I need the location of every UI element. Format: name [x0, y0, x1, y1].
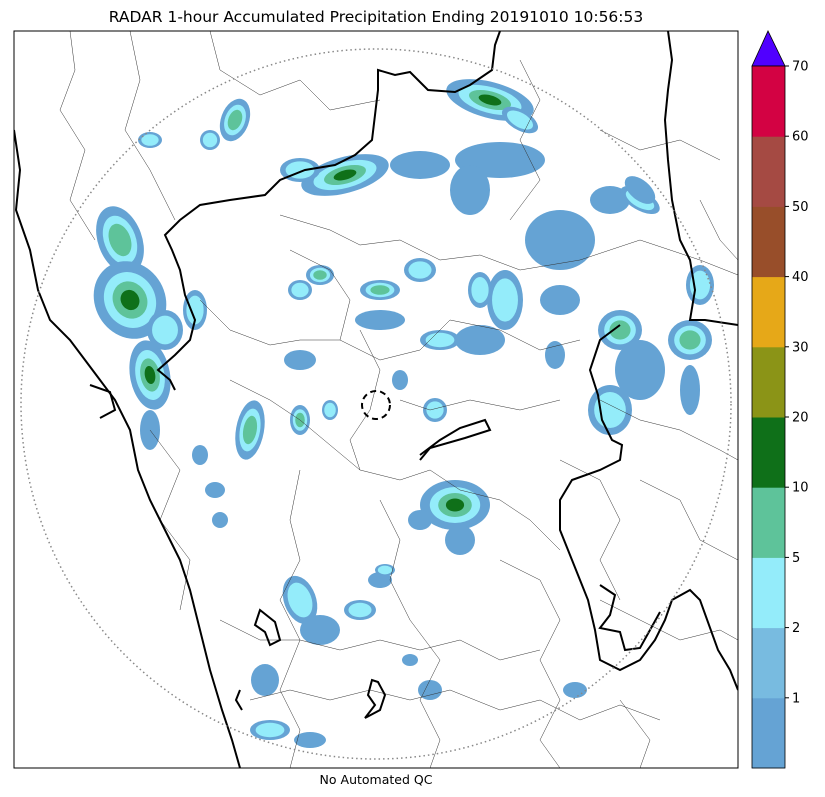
precip-cell: [375, 564, 395, 576]
precip-cell: [294, 732, 326, 748]
colorbar-bin: [752, 417, 785, 488]
precip-cell: [322, 400, 338, 420]
colorbar-bin: [752, 487, 785, 558]
precip-cell: [390, 151, 450, 179]
precip-cell: [301, 154, 389, 196]
colorbar-tick-label: 40: [792, 270, 809, 285]
precip-cell: [93, 261, 167, 339]
precip-cell: [200, 130, 220, 150]
colorbar-tick-label: 70: [792, 60, 809, 75]
precip-cell: [300, 615, 340, 645]
precip-cell: [540, 285, 580, 315]
precip-cell: [420, 330, 460, 350]
range-ring: [20, 48, 732, 760]
colorbar-tick-label: 10: [792, 481, 809, 496]
district-boundaries: [59, 31, 738, 768]
map-frame: [13, 30, 739, 769]
colorbar-bin: [752, 66, 785, 137]
precip-cell: [563, 682, 587, 698]
precip-cell: [251, 664, 279, 696]
precip-cell: [147, 310, 183, 350]
precip-cell: [306, 265, 334, 285]
precip-cell: [525, 210, 595, 270]
precip-cell: [212, 512, 228, 528]
precip-cell: [344, 600, 376, 620]
precip-cell: [360, 280, 400, 300]
precip-cell: [408, 510, 432, 530]
precip-cell: [420, 480, 490, 530]
radar-site-marker: [361, 390, 391, 420]
colorbar-bin: [752, 346, 785, 418]
precip-cell: [183, 290, 207, 330]
precip-cell: [598, 310, 642, 350]
precip-cell: [284, 350, 316, 370]
precip-cell: [501, 106, 539, 134]
precip-cell: [668, 320, 712, 360]
precip-cell: [404, 258, 436, 282]
colorbar-tick-label: 20: [792, 411, 809, 426]
colorbar-bin: [752, 697, 785, 769]
precip-cell: [392, 370, 408, 390]
precip-cell: [288, 280, 312, 300]
precip-cell: [545, 341, 565, 369]
precip-cell: [96, 206, 144, 274]
state-boundaries: [14, 31, 738, 768]
precip-cell: [250, 720, 290, 740]
colorbar-bin: [752, 627, 785, 699]
colorbar: 1 2 5 10 20 30 40 50 60 70: [751, 30, 809, 769]
colorbar-bin: [752, 206, 785, 278]
precip-cell: [368, 572, 392, 588]
precip-cell: [588, 385, 632, 435]
colorbar-tick-label: 2: [792, 621, 800, 636]
precip-cell: [590, 186, 630, 214]
qc-footer: No Automated QC: [319, 772, 433, 787]
precip-cell: [129, 340, 171, 410]
colorbar-bin: [752, 557, 785, 629]
colorbar-tick-label: 1: [792, 691, 800, 706]
colorbar-tick-label: 30: [792, 340, 809, 355]
precip-cell: [418, 680, 442, 700]
precip-cell: [192, 445, 208, 465]
plot-title: RADAR 1-hour Accumulated Precipitation E…: [108, 8, 644, 26]
precip-cell: [235, 400, 265, 460]
precip-cell: [450, 165, 490, 215]
colorbar-extend-arrow: [751, 30, 786, 67]
precip-cell: [680, 365, 700, 415]
precip-cell: [468, 272, 492, 308]
precip-cell: [487, 270, 523, 330]
precip-cell: [138, 132, 162, 148]
precip-cell: [423, 398, 447, 422]
precip-cell: [445, 525, 475, 555]
precip-cell: [205, 482, 225, 498]
colorbar-frame: [751, 65, 786, 769]
precip-cell: [402, 654, 418, 666]
colorbar-bin: [752, 136, 785, 207]
precip-cell: [219, 98, 251, 142]
precip-cell: [615, 340, 665, 400]
precip-cell: [282, 575, 318, 625]
precip-cell: [455, 325, 505, 355]
precip-cell: [355, 310, 405, 330]
colorbar-tick-label: 5: [792, 551, 800, 566]
precip-cell: [624, 176, 656, 204]
map-content: [14, 31, 738, 768]
colorbar-bin: [752, 276, 785, 348]
colorbar-tick-label: 50: [792, 200, 809, 215]
colorbar-tick-label: 60: [792, 130, 809, 145]
precip-cell: [686, 265, 714, 305]
precipitation-layer: [93, 79, 714, 748]
